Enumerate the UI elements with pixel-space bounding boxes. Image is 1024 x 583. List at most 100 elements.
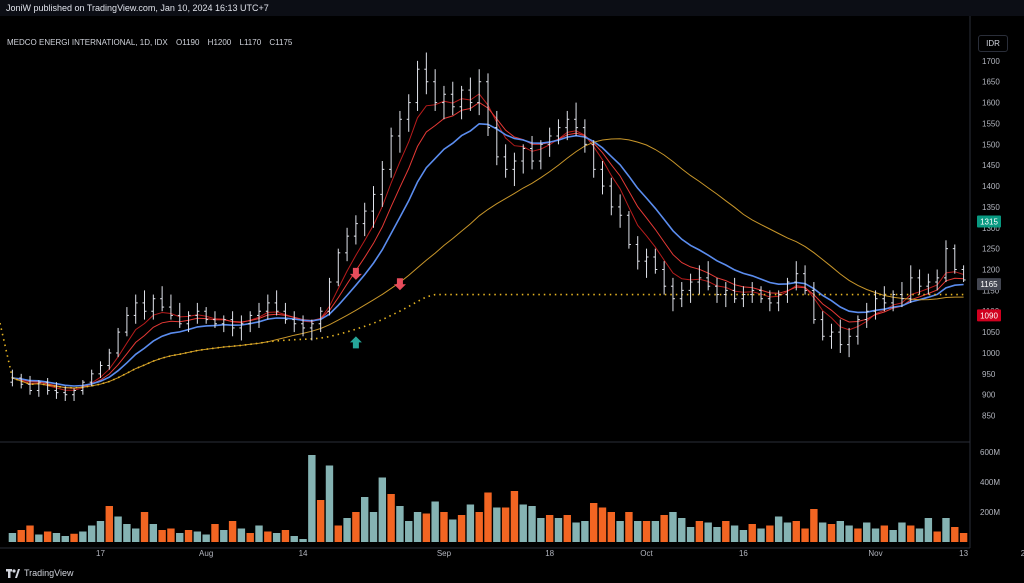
ohlc-bar: [679, 282, 684, 308]
indicator-line-ema_mid: [12, 101, 964, 389]
volume-bar: [686, 527, 695, 542]
up-arrow-marker: [349, 336, 362, 349]
ohlc-bar: [116, 327, 121, 358]
ohlc-bar: [107, 348, 112, 370]
volume-bar: [898, 522, 906, 542]
ohlc-bar: [486, 73, 490, 136]
chart-area[interactable]: D⚡ 1750170016501600155015001450140013501…: [0, 16, 1024, 567]
ohlc-bar: [838, 319, 843, 353]
ohlc-bar: [635, 236, 640, 270]
volume-bar: [678, 518, 686, 542]
price-tick-label: 1000: [982, 349, 1000, 358]
symbol-name: MEDCO ENERGI INTERNATIONAL, 1D, IDX: [7, 38, 168, 47]
volume-axis: 600M 400M 200M: [980, 448, 1000, 517]
volume-bar: [52, 533, 61, 542]
volume-bar: [598, 507, 607, 542]
volume-bar: [237, 528, 246, 542]
volume-bar: [554, 518, 563, 542]
indicator-lines: [0, 93, 964, 391]
price-tick-label: 1300: [982, 224, 1000, 233]
ohlc-bar: [767, 290, 772, 312]
indicator-line-ma_dotted: [0, 293, 964, 389]
ohlc-bar: [820, 311, 825, 341]
ohlc-bar: [600, 161, 605, 195]
ohlc-bar: [670, 277, 675, 312]
volume-bar: [8, 533, 17, 542]
volume-bar: [880, 525, 889, 542]
volume-bar: [87, 525, 96, 542]
volume-tick-label: 200M: [980, 508, 1000, 517]
ohlc-bar: [450, 81, 455, 116]
ohlc-bar: [574, 102, 579, 136]
ohlc-bar: [503, 144, 508, 178]
volume-bar: [334, 525, 342, 542]
volume-bar: [149, 524, 158, 542]
ohlc-bar: [943, 240, 948, 283]
ohlc-bar: [433, 69, 438, 111]
volume-bar: [475, 512, 483, 542]
ohlc-bar: [609, 177, 614, 216]
ohlc-bar: [142, 290, 147, 320]
price-tick-label: 1150: [982, 286, 1000, 295]
ohlc-bar: [309, 319, 314, 341]
ohlc-bar: [362, 202, 367, 237]
ohlc-bar: [477, 69, 482, 116]
volume-bar: [114, 516, 122, 542]
ohlc-bar: [732, 277, 737, 303]
volume-tick-label: 400M: [980, 478, 1000, 487]
price-tick-label: 900: [982, 391, 996, 400]
tradingview-logo-icon: [6, 568, 20, 578]
volume-bar: [871, 528, 880, 542]
volume-bar: [167, 528, 175, 542]
ohlc-bar: [811, 282, 816, 324]
ohlc-bar: [468, 77, 473, 111]
indicator-line-ema_fast: [12, 93, 964, 391]
currency-button[interactable]: IDR: [978, 35, 1008, 52]
volume-bar: [959, 533, 968, 542]
volume-bar: [123, 524, 131, 542]
down-arrow-marker: [393, 278, 406, 291]
volume-bar: [942, 518, 950, 542]
volume-bar: [836, 521, 844, 542]
volume-bar: [792, 521, 800, 542]
volume-bar: [449, 519, 457, 542]
ohlc-bar: [371, 186, 376, 228]
price-tick-label: 950: [982, 370, 996, 379]
ohlc-bar: [124, 307, 129, 337]
ohlc-bar: [759, 286, 764, 303]
volume-bar: [563, 515, 571, 542]
volume-bar: [281, 530, 290, 542]
volume-bar: [264, 531, 272, 542]
ohlc-bar: [168, 294, 173, 320]
volume-bar: [924, 518, 933, 542]
price-badge-label: 1315: [980, 218, 998, 227]
ohlc-bar: [855, 315, 860, 345]
down-arrow-marker: [349, 267, 362, 280]
grid: [0, 16, 971, 549]
volume-bar: [642, 521, 651, 542]
price-tick-label: 1550: [982, 119, 1000, 128]
volume-bar: [484, 492, 492, 542]
ohlc-bar: [750, 282, 755, 303]
volume-bar: [660, 515, 668, 542]
ohlc-bar: [961, 265, 966, 283]
ohlc-bar: [706, 261, 711, 291]
tradingview-logo[interactable]: TradingView: [6, 568, 74, 578]
volume-bar: [35, 534, 43, 542]
volume-bar: [132, 528, 140, 542]
price-volume-chart[interactable]: D⚡ 1750170016501600155015001450140013501…: [0, 16, 1024, 567]
volume-bar: [387, 494, 395, 542]
price-badge: [977, 278, 1001, 291]
ohlc-bar: [389, 127, 394, 178]
footer-bar: [0, 567, 1024, 583]
volume-bar: [818, 522, 827, 542]
time-tick-label: 13: [959, 549, 968, 558]
volume-bar: [378, 477, 387, 542]
volume-bar: [704, 522, 712, 542]
ohlc-bar: [345, 227, 350, 262]
volume-bar: [308, 455, 316, 542]
volume-bar: [713, 527, 721, 542]
volume-bar: [369, 512, 378, 542]
ohlc-bar: [353, 215, 358, 245]
volume-bar: [193, 531, 202, 542]
